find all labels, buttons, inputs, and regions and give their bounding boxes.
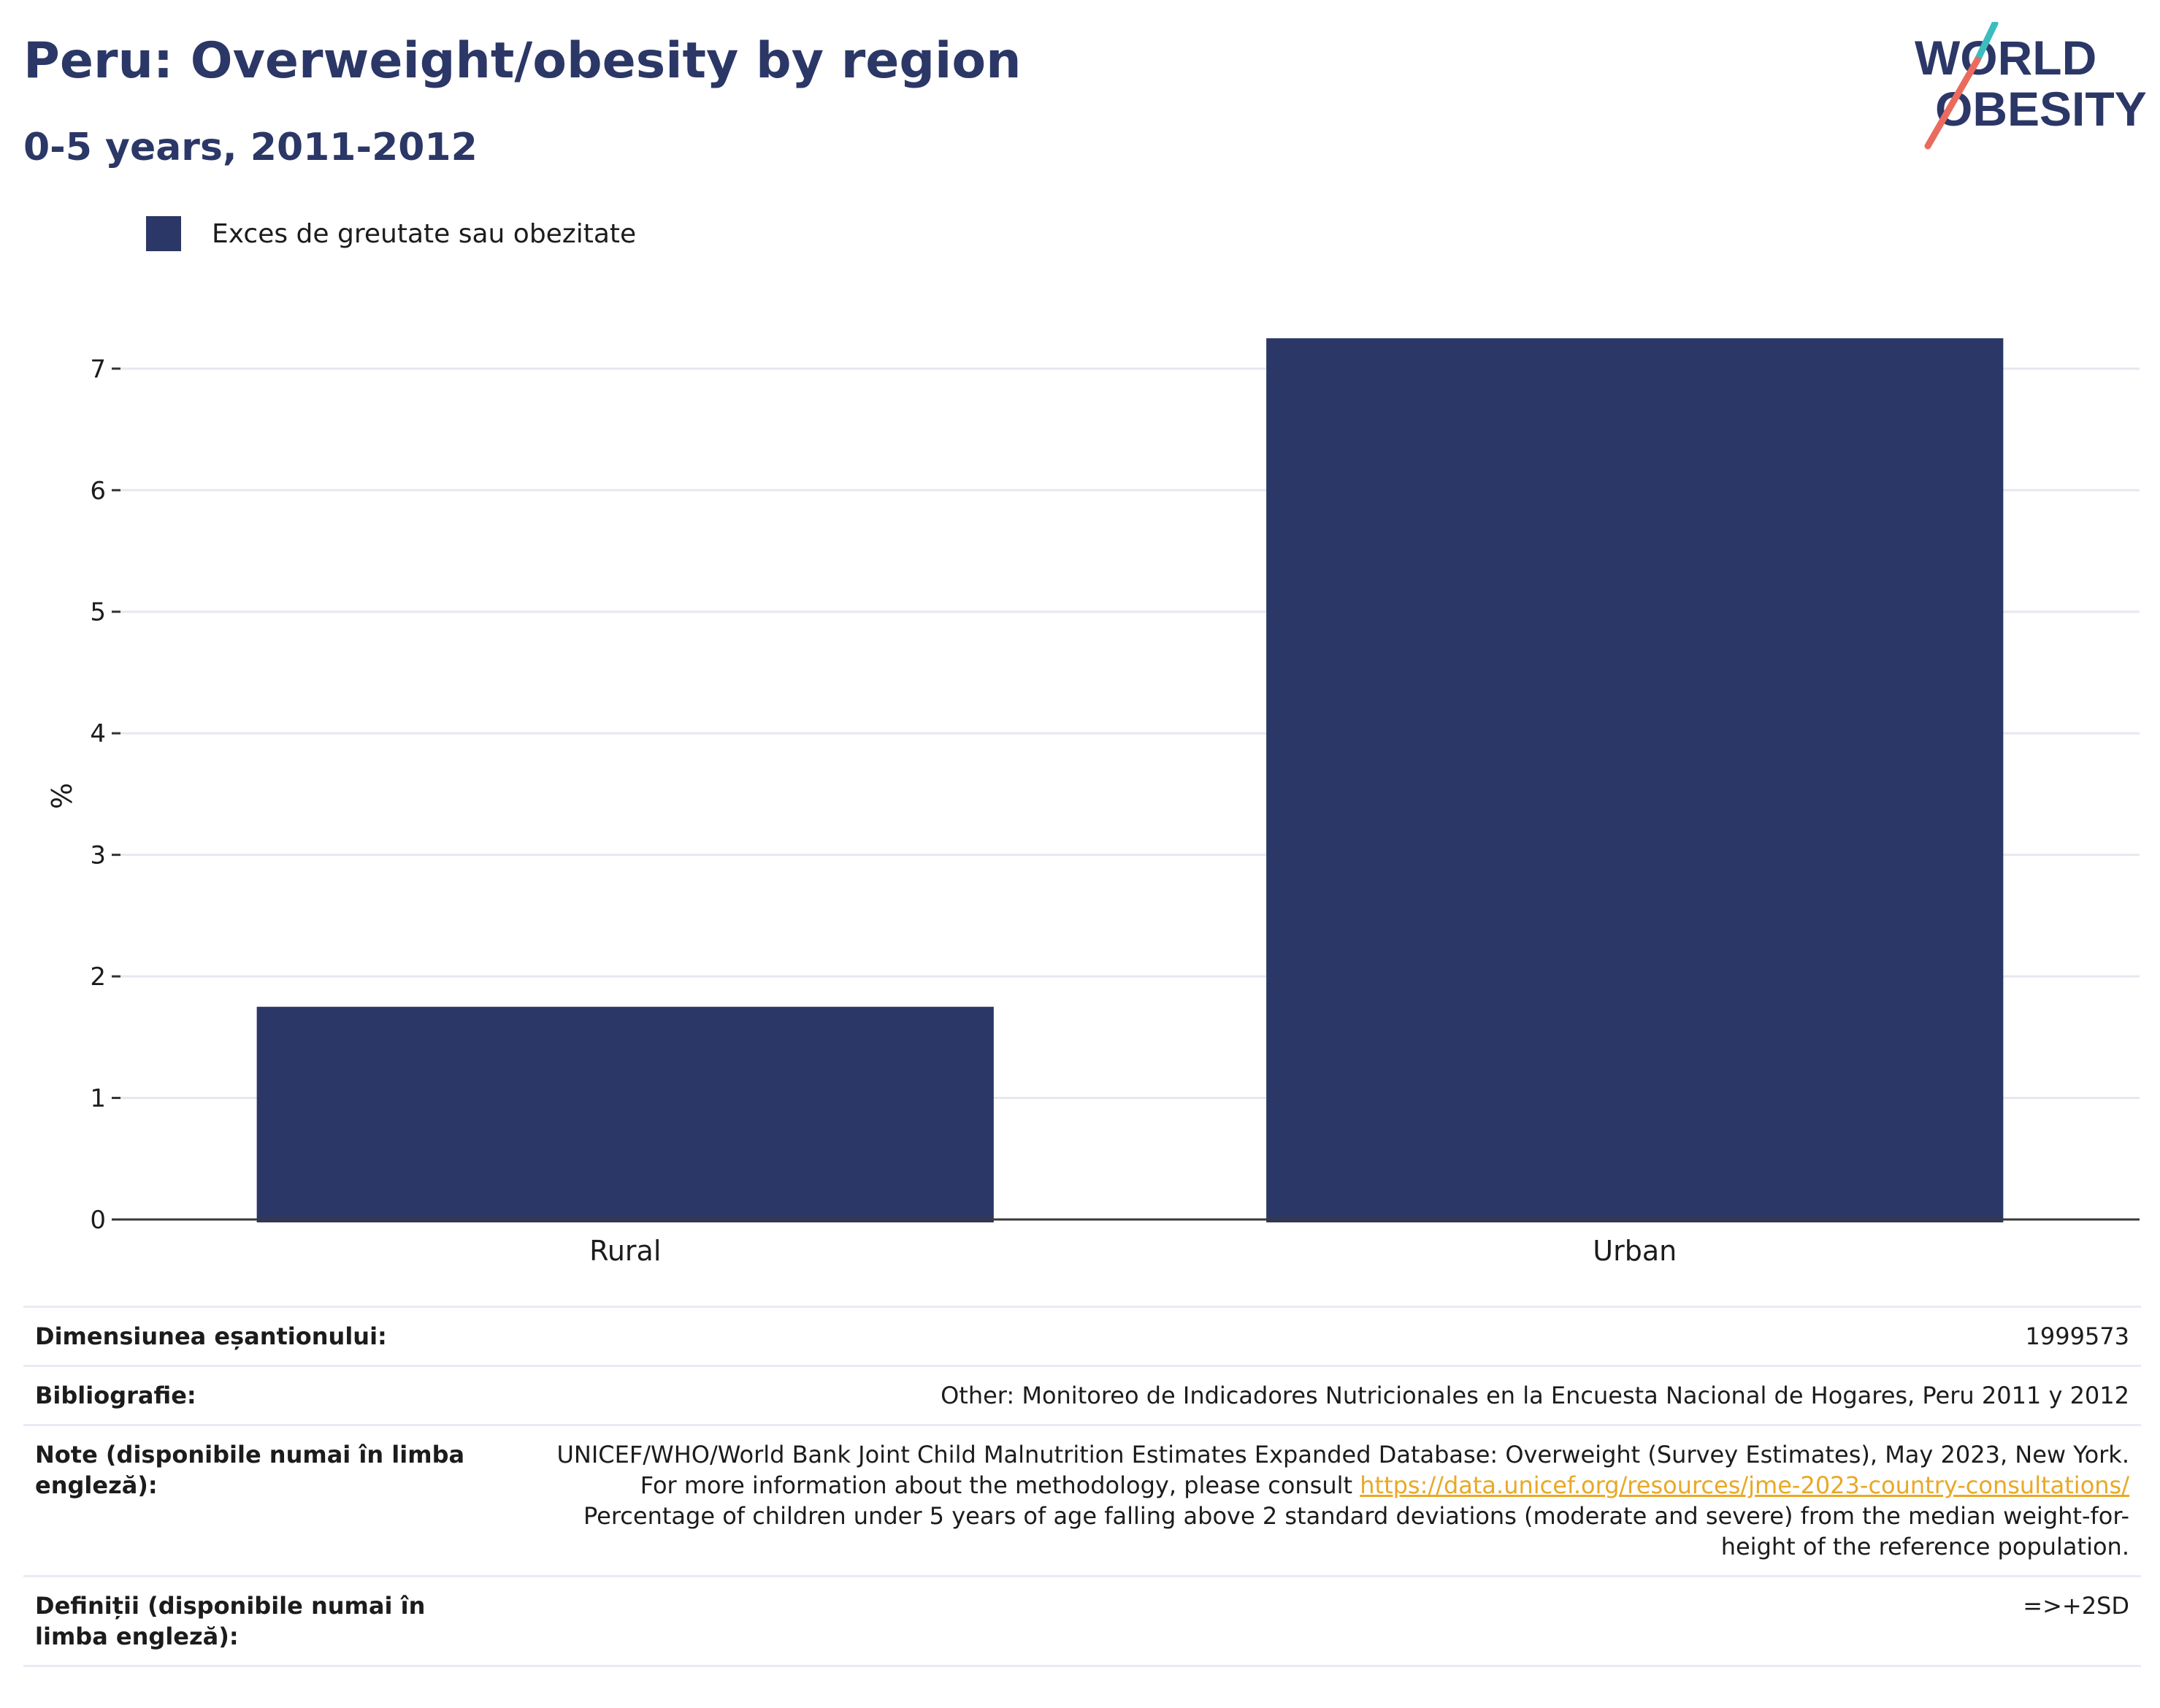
y-tick-label: 1 [90, 1084, 106, 1114]
y-tick-label: 4 [90, 719, 106, 748]
logo-slash-teal [1974, 22, 1999, 64]
bar-chart: 0 1 2 3 4 5 6 7 Rural Urban% [45, 338, 2140, 1267]
info-row-notes: Note (disponibile numai în limba engleză… [23, 1425, 2141, 1577]
logo-text-obesity: OBESITY [1935, 82, 2147, 136]
world-obesity-logo: WORLD OBESITY [1915, 22, 2147, 150]
info-table: Dimensiunea eșantionului: 1999573 Biblio… [23, 1306, 2141, 1667]
info-row-sample-size: Dimensiunea eșantionului: 1999573 [23, 1306, 2141, 1366]
sample-size-value: 1999573 [2025, 1322, 2129, 1350]
legend-swatch [146, 216, 181, 251]
notes-text-before: UNICEF/WHO/World Bank Joint Child Malnut… [556, 1441, 2130, 1499]
notes-value: UNICEF/WHO/World Bank Joint Child Malnut… [514, 1425, 2141, 1577]
chart-legend[interactable]: Exces de greutate sau obezitate [146, 216, 636, 251]
bibliography-value: Other: Monitoreo de Indicadores Nutricio… [941, 1382, 2129, 1409]
axes: 0 1 2 3 4 5 6 7 Rural Urban% [45, 355, 2140, 1267]
definitions-value: =>+2SD [2023, 1592, 2129, 1620]
y-tick-label: 7 [90, 355, 106, 384]
notes-label: Note (disponibile numai în limba engleză… [35, 1441, 465, 1499]
notes-text-after: Percentage of children under 5 years of … [583, 1502, 2129, 1560]
y-axis-title: % [45, 783, 77, 809]
chart-title: Peru: Overweight/obesity by region [23, 32, 1022, 90]
info-row-definitions: Definiții (disponibile numai în limba en… [23, 1576, 2141, 1666]
y-tick-label: 6 [90, 476, 106, 505]
bar-rural [256, 1006, 994, 1222]
legend-label: Exces de greutate sau obezitate [212, 218, 637, 249]
logo-text-world: WORLD [1915, 31, 2096, 85]
y-tick-label: 2 [90, 962, 106, 992]
methodology-link[interactable]: https://data.unicef.org/resources/jme-20… [1360, 1471, 2129, 1499]
bars [256, 338, 2004, 1222]
logo-slash-coral [1924, 56, 1981, 150]
chart-subtitle: 0-5 years, 2011-2012 [23, 126, 478, 169]
bibliography-label: Bibliografie: [35, 1382, 196, 1409]
y-tick-label: 3 [90, 841, 106, 870]
sample-size-label: Dimensiunea eșantionului: [35, 1322, 387, 1350]
info-row-bibliography: Bibliografie: Other: Monitoreo de Indica… [23, 1366, 2141, 1425]
x-category-label: Rural [589, 1235, 661, 1267]
x-category-label: Urban [1593, 1235, 1677, 1267]
bar-urban [1266, 338, 2004, 1222]
definitions-label: Definiții (disponibile numai în limba en… [35, 1592, 426, 1650]
y-tick-label: 0 [90, 1206, 106, 1235]
y-tick-label: 5 [90, 598, 106, 627]
